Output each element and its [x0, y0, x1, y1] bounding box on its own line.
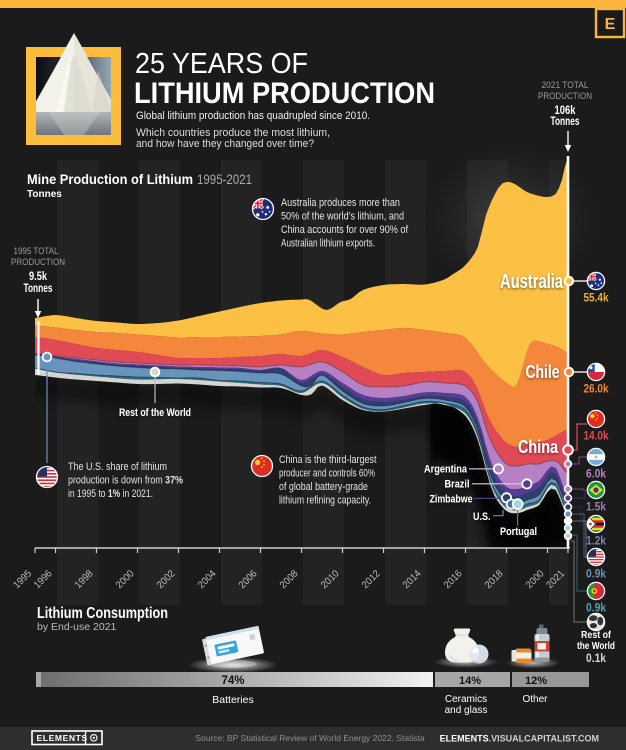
svg-text:55.4k: 55.4k — [584, 293, 610, 305]
svg-text:PRODUCTION: PRODUCTION — [538, 91, 592, 101]
svg-text:E: E — [605, 16, 616, 33]
svg-text:50% of the world’s lithium, an: 50% of the world’s lithium, and — [281, 211, 404, 223]
svg-text:production is down from 37%: production is down from 37% — [68, 475, 183, 487]
svg-text:ELEMENTS: ELEMENTS — [37, 733, 88, 743]
svg-text:Source: BP Statistical Review: Source: BP Statistical Review of World E… — [195, 733, 425, 743]
svg-text:Global lithium production has: Global lithium production has quadrupled… — [136, 110, 370, 122]
svg-text:12%: 12% — [525, 675, 547, 687]
svg-text:Chile: Chile — [526, 361, 560, 382]
svg-text:14%: 14% — [459, 675, 481, 687]
svg-text:LITHIUM PRODUCTION: LITHIUM PRODUCTION — [134, 77, 435, 110]
svg-text:106k: 106k — [555, 103, 576, 117]
svg-text:Ceramics: Ceramics — [445, 694, 487, 705]
svg-text:PRODUCTION: PRODUCTION — [11, 257, 65, 267]
svg-text:0.1k: 0.1k — [586, 653, 607, 665]
svg-text:Tonnes: Tonnes — [24, 281, 53, 295]
svg-text:China is the third-largest: China is the third-largest — [279, 454, 377, 466]
svg-text:producer and controls 60%: producer and controls 60% — [279, 468, 375, 480]
svg-text:U.S.: U.S. — [473, 511, 491, 523]
svg-text:Australian lithium exports.: Australian lithium exports. — [281, 238, 375, 250]
svg-text:2021 TOTAL: 2021 TOTAL — [542, 80, 589, 90]
svg-text:Rest of the World: Rest of the World — [119, 407, 191, 419]
svg-text:0.9k: 0.9k — [586, 569, 607, 581]
svg-text:Tonnes: Tonnes — [27, 189, 62, 200]
svg-text:in 1995 to 1% in 2021.: in 1995 to 1% in 2021. — [68, 488, 153, 500]
svg-text:Portugal: Portugal — [500, 526, 537, 538]
svg-text:Australia produces more than: Australia produces more than — [281, 197, 400, 209]
svg-text:Argentina: Argentina — [424, 464, 468, 476]
svg-text:6.0k: 6.0k — [586, 469, 607, 481]
svg-text:Tonnes: Tonnes — [551, 114, 580, 128]
svg-text:9.5k: 9.5k — [29, 269, 47, 283]
svg-text:1.5k: 1.5k — [586, 502, 607, 514]
svg-text:Zimbabwe: Zimbabwe — [430, 494, 473, 506]
svg-text:Which countries produce the mo: Which countries produce the most lithium… — [136, 127, 330, 139]
svg-text:the World: the World — [577, 640, 615, 652]
svg-text:Lithium Consumption: Lithium Consumption — [37, 605, 168, 622]
svg-text:Mine Production of Lithium: Mine Production of Lithium — [27, 172, 193, 187]
svg-text:by End-use 2021: by End-use 2021 — [37, 621, 117, 633]
svg-text:China: China — [518, 436, 559, 457]
svg-text:lithium refining capacity.: lithium refining capacity. — [279, 495, 371, 507]
svg-text:Batteries: Batteries — [212, 694, 253, 706]
svg-text:The U.S. share of lithium: The U.S. share of lithium — [68, 461, 167, 473]
svg-text:1.2k: 1.2k — [586, 536, 607, 548]
svg-text:ELEMENTS.VISUALCAPITALIST.COM: ELEMENTS.VISUALCAPITALIST.COM — [440, 734, 599, 744]
svg-text:14.0k: 14.0k — [584, 431, 610, 443]
svg-text:1995 TOTAL: 1995 TOTAL — [14, 246, 59, 256]
svg-text:of global battery-grade: of global battery-grade — [279, 481, 368, 493]
svg-text:and how have they changed over: and how have they changed over time? — [136, 138, 314, 150]
svg-text:74%: 74% — [221, 675, 244, 687]
svg-text:Australia: Australia — [500, 271, 564, 293]
svg-text:and glass: and glass — [445, 705, 488, 716]
svg-text:1995-2021: 1995-2021 — [197, 172, 252, 187]
svg-text:0.9k: 0.9k — [586, 603, 607, 615]
svg-text:China accounts for over 90% of: China accounts for over 90% of — [281, 224, 409, 236]
svg-text:26.0k: 26.0k — [584, 384, 610, 396]
svg-text:25 YEARS OF: 25 YEARS OF — [135, 48, 308, 80]
svg-text:Rest of: Rest of — [581, 629, 611, 641]
svg-text:Other: Other — [522, 694, 548, 705]
svg-text:Brazil: Brazil — [445, 479, 470, 491]
